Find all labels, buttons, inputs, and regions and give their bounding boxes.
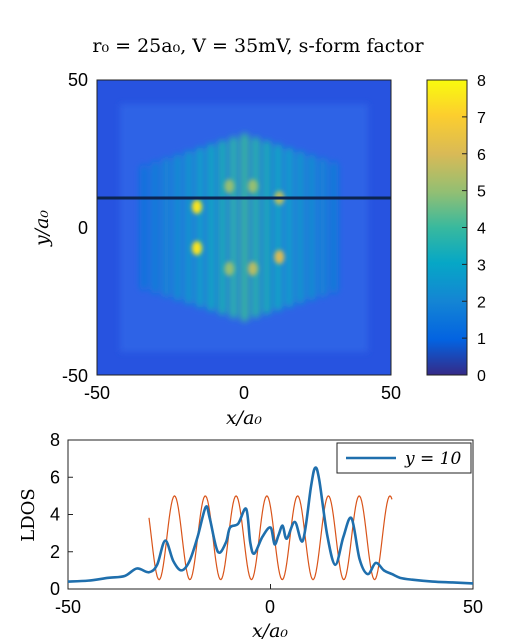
heatmap-xtick-0: 0 — [239, 383, 249, 403]
colorbar-tick-label: 1 — [477, 331, 486, 348]
ldos-xtick-neg50: -50 — [55, 597, 81, 617]
ldos-xtick-50: 50 — [463, 597, 483, 617]
heatmap-stripe — [262, 140, 271, 315]
colorbar-tick-label: 4 — [477, 221, 486, 238]
heatmap-stripe — [184, 150, 193, 305]
colorbar-tick-label: 2 — [477, 294, 486, 311]
ldos-ytick-label: 2 — [50, 542, 60, 562]
heatmap-hotspot — [191, 199, 202, 214]
heatmap-stripe — [296, 150, 305, 305]
heatmap-title: r₀ = 25a₀, V = 35mV, s-form factor — [92, 35, 424, 57]
ldos-series-line — [67, 466, 474, 585]
heatmap-stripe — [207, 143, 216, 312]
heatmap-stripe — [162, 157, 171, 298]
ldos-ylabel: LDOS — [18, 488, 39, 541]
heatmap-hotspot — [224, 179, 235, 194]
heatmap-stripe — [140, 164, 149, 291]
ldos-ytick-label: 4 — [50, 505, 60, 525]
colorbar-tick-label: 3 — [477, 257, 486, 274]
ldos-ytick-label: 0 — [50, 579, 60, 599]
colorbar-tick-label: 7 — [477, 110, 486, 127]
colorbar-tick-label: 8 — [477, 73, 486, 90]
ldos-legend: y = 10 — [336, 442, 472, 474]
ldos-xlabel: x/a₀ — [252, 620, 288, 642]
heatmap-stripe — [173, 154, 182, 301]
ldos-xtick-0: 0 — [265, 597, 275, 617]
heatmap-stripe — [329, 161, 338, 294]
heatmap-xtick-50: 50 — [381, 383, 401, 403]
heatmap-hotspot — [224, 261, 235, 276]
colorbar-ticks: 8 7 6 5 4 3 2 1 0 — [462, 73, 486, 385]
heatmap-ytick-0: 0 — [78, 218, 88, 238]
heatmap-xtick-neg50: -50 — [84, 383, 110, 403]
heatmap-ytick-50: 50 — [68, 70, 88, 90]
heatmap-hotspot — [274, 250, 285, 264]
heatmap-ylabel: y/a₀ — [31, 210, 53, 247]
heatmap-stripe — [218, 139, 227, 316]
colorbar-tick-label: 0 — [477, 368, 486, 385]
ldos-ticks: 8 6 4 2 0 — [50, 430, 474, 599]
ldos-ytick-label: 8 — [50, 430, 60, 450]
heatmap-stripe — [251, 136, 260, 319]
heatmap-stripes — [140, 133, 338, 322]
ldos-ytick-label: 6 — [50, 467, 60, 487]
heatmap-stripe — [151, 161, 160, 294]
heatmap-stripe — [285, 147, 294, 308]
heatmap-stripe — [240, 133, 249, 322]
colorbar — [426, 79, 468, 376]
heatmap-stripe — [274, 143, 283, 312]
legend-label: y = 10 — [404, 449, 461, 469]
heatmap-stripe — [307, 154, 316, 301]
heatmap-ytick-neg50: -50 — [62, 366, 88, 386]
heatmap-hotspot — [191, 241, 202, 256]
colorbar-tick-label: 5 — [477, 184, 486, 201]
heatmap-hotspot — [247, 261, 258, 276]
reference-curve — [148, 495, 393, 581]
colorbar-tick-label: 6 — [477, 147, 486, 164]
heatmap-stripe — [195, 147, 204, 308]
heatmap-xlabel: x/a₀ — [226, 407, 262, 429]
heatmap-plot — [97, 80, 391, 375]
heatmap-hotspot — [247, 179, 258, 194]
heatmap-stripe — [229, 136, 238, 319]
heatmap-frame — [96, 79, 392, 376]
heatmap-stripe — [318, 158, 327, 297]
